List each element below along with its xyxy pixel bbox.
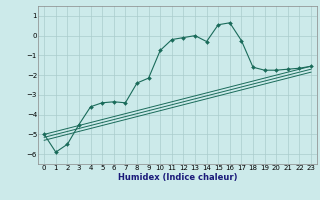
X-axis label: Humidex (Indice chaleur): Humidex (Indice chaleur) <box>118 173 237 182</box>
